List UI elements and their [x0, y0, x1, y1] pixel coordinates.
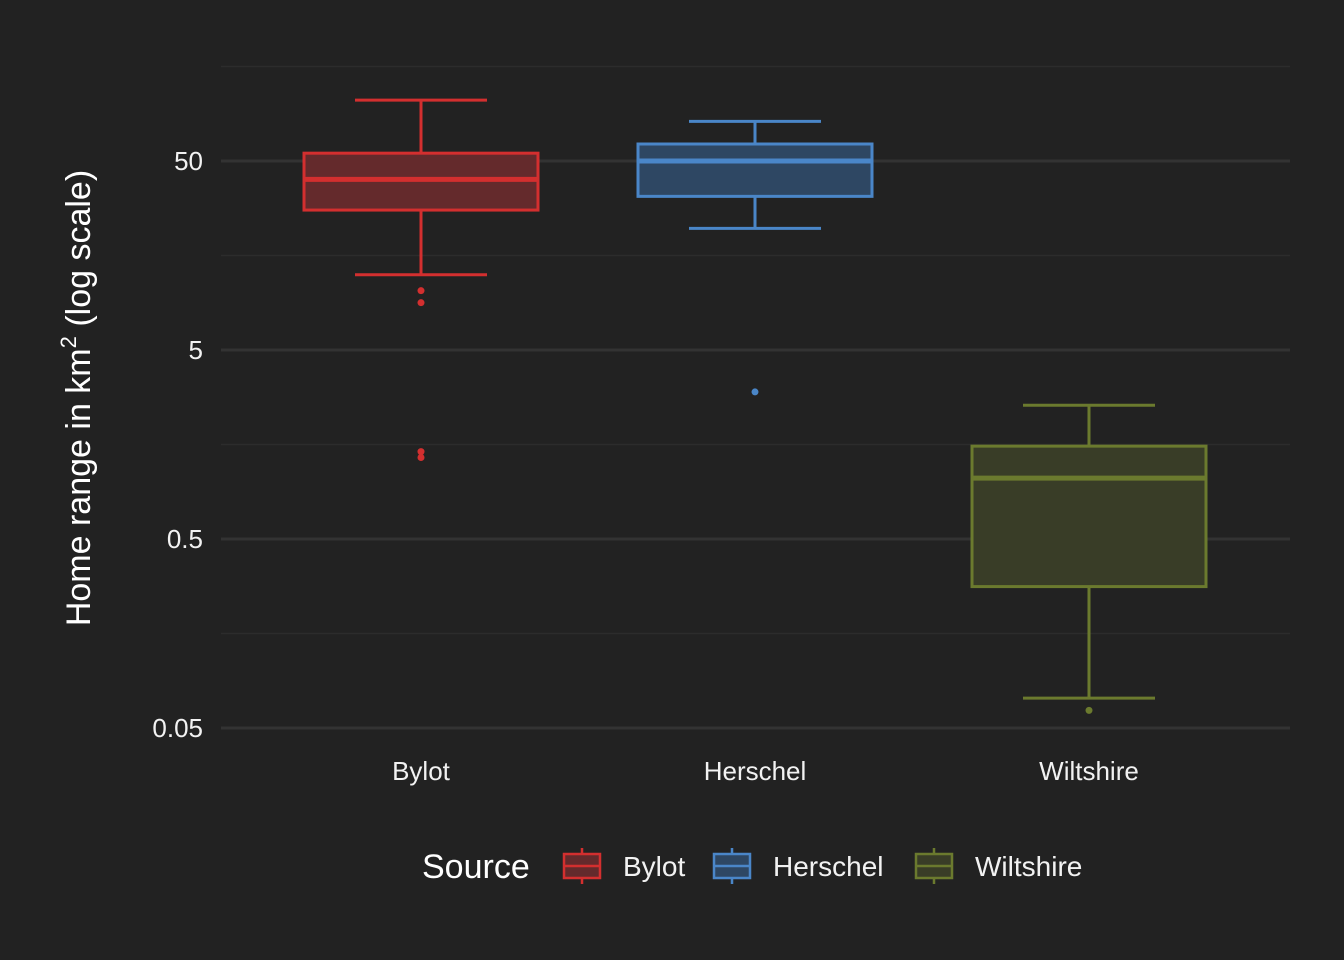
y-tick-label-3: 50: [174, 146, 203, 176]
legend-title: Source: [422, 848, 530, 886]
legend-key-bylot: [562, 848, 602, 884]
legend-label-herschel: Herschel: [773, 851, 883, 882]
y-axis-label-superscript: 2: [56, 336, 81, 348]
box-series: [302, 98, 1208, 714]
outlier-bylot-3: [417, 448, 425, 456]
legend: Source Bylot Herschel Wiltshire: [422, 848, 1082, 886]
x-tick-label-bylot: Bylot: [392, 756, 451, 786]
box-wiltshire: [970, 403, 1208, 714]
outlier-herschel-0: [751, 388, 759, 396]
x-axis-tick-labels: Bylot Herschel Wiltshire: [392, 756, 1139, 786]
legend-key-herschel: [712, 848, 752, 884]
y-axis-label-suffix: (log scale): [60, 170, 98, 336]
box-iqr-wiltshire: [970, 444, 1208, 589]
x-tick-label-herschel: Herschel: [704, 756, 807, 786]
outlier-bylot-1: [417, 287, 425, 295]
minor-gridlines: [221, 65, 1290, 635]
outlier-bylot-0: [417, 299, 425, 307]
y-tick-label-0: 0.05: [152, 713, 203, 743]
box-iqr-herschel: [636, 142, 874, 198]
x-tick-label-wiltshire: Wiltshire: [1039, 756, 1139, 786]
legend-label-bylot: Bylot: [623, 851, 685, 882]
outlier-bylot-2: [417, 453, 425, 461]
box-herschel: [636, 119, 874, 396]
legend-label-wiltshire: Wiltshire: [975, 851, 1082, 882]
box-bylot: [302, 98, 540, 461]
y-tick-label-2: 5: [189, 335, 203, 365]
y-axis-label: Home range in km2 (log scale): [56, 170, 98, 626]
y-axis-label-main: Home range in km: [60, 348, 98, 626]
outlier-wiltshire-0: [1085, 706, 1093, 714]
y-axis-tick-labels: 0.05 0.5 5 50: [152, 146, 203, 743]
legend-key-wiltshire: [914, 848, 954, 884]
y-tick-label-1: 0.5: [167, 524, 203, 554]
